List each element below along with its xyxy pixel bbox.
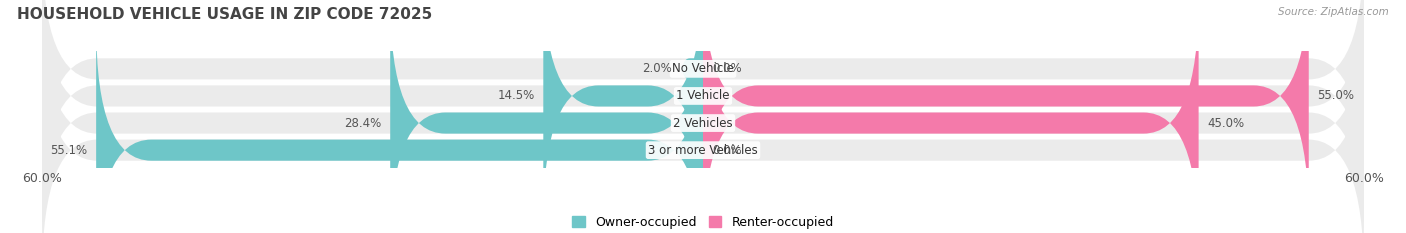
Text: 2 Vehicles: 2 Vehicles [673, 116, 733, 130]
FancyBboxPatch shape [703, 0, 1198, 233]
Text: 28.4%: 28.4% [344, 116, 381, 130]
Text: Source: ZipAtlas.com: Source: ZipAtlas.com [1278, 7, 1389, 17]
Text: No Vehicle: No Vehicle [672, 62, 734, 75]
FancyBboxPatch shape [42, 0, 1364, 221]
Text: 14.5%: 14.5% [498, 89, 534, 103]
Text: 45.0%: 45.0% [1208, 116, 1244, 130]
FancyBboxPatch shape [42, 25, 1364, 233]
Text: HOUSEHOLD VEHICLE USAGE IN ZIP CODE 72025: HOUSEHOLD VEHICLE USAGE IN ZIP CODE 7202… [17, 7, 432, 22]
FancyBboxPatch shape [391, 0, 703, 233]
Legend: Owner-occupied, Renter-occupied: Owner-occupied, Renter-occupied [568, 211, 838, 233]
Text: 55.1%: 55.1% [51, 144, 87, 157]
FancyBboxPatch shape [42, 0, 1364, 233]
FancyBboxPatch shape [543, 0, 703, 221]
Text: 55.0%: 55.0% [1317, 89, 1354, 103]
FancyBboxPatch shape [703, 0, 1309, 221]
Text: 1 Vehicle: 1 Vehicle [676, 89, 730, 103]
Text: 3 or more Vehicles: 3 or more Vehicles [648, 144, 758, 157]
Text: 0.0%: 0.0% [711, 144, 741, 157]
FancyBboxPatch shape [42, 0, 1364, 194]
Text: 2.0%: 2.0% [643, 62, 672, 75]
FancyBboxPatch shape [96, 25, 703, 233]
Text: 0.0%: 0.0% [711, 62, 741, 75]
FancyBboxPatch shape [681, 58, 703, 80]
